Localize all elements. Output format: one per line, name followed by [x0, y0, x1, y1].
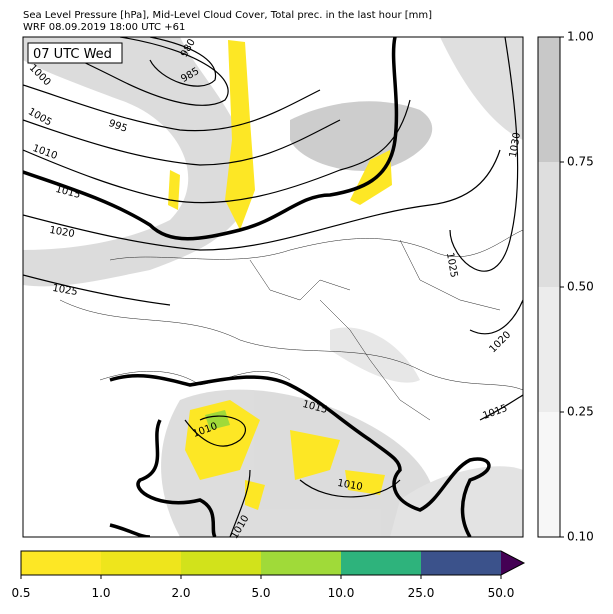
precip-colorbar: [20, 550, 526, 576]
tick-label: 25.0: [408, 586, 435, 600]
time-label: 07 UTC Wed: [33, 47, 112, 62]
isobar-label-group: 1010: [336, 478, 363, 493]
cloud-colorbar: [537, 36, 561, 538]
isobar-label: 1030: [508, 132, 523, 159]
isobar-label: 1025: [51, 283, 78, 298]
tick-label: 10.0: [328, 586, 355, 600]
map: [23, 37, 523, 537]
time-box: [27, 42, 123, 64]
isobar-label: 1010: [336, 478, 363, 493]
isobar-label-group: 1020: [48, 225, 75, 240]
title-line: WRF 08.09.2019 18:00 UTC +61: [23, 22, 185, 33]
isobar-label-group: 1025: [444, 252, 459, 279]
tick-label: 50.0: [488, 586, 515, 600]
tick-label: 0.75: [567, 155, 594, 169]
isobar-label-group: 1030: [508, 132, 523, 159]
tick-label: 2.0: [171, 586, 190, 600]
map-frame: [22, 36, 524, 538]
isobar-label-group: 1025: [51, 283, 78, 298]
tick-label: 0.25: [567, 405, 594, 419]
isobar-label: 1025: [444, 252, 459, 279]
tick-label: 5.0: [251, 586, 270, 600]
tick-label: 1.0: [91, 586, 110, 600]
tick-label: 0.5: [11, 586, 30, 600]
tick-label: 0.10: [567, 530, 594, 544]
isobar-label: 1020: [48, 225, 75, 240]
tick-label: 0.50: [567, 280, 594, 294]
tick-label: 1.00: [567, 30, 594, 44]
title-line: Sea Level Pressure [hPa], Mid-Level Clou…: [23, 10, 432, 21]
